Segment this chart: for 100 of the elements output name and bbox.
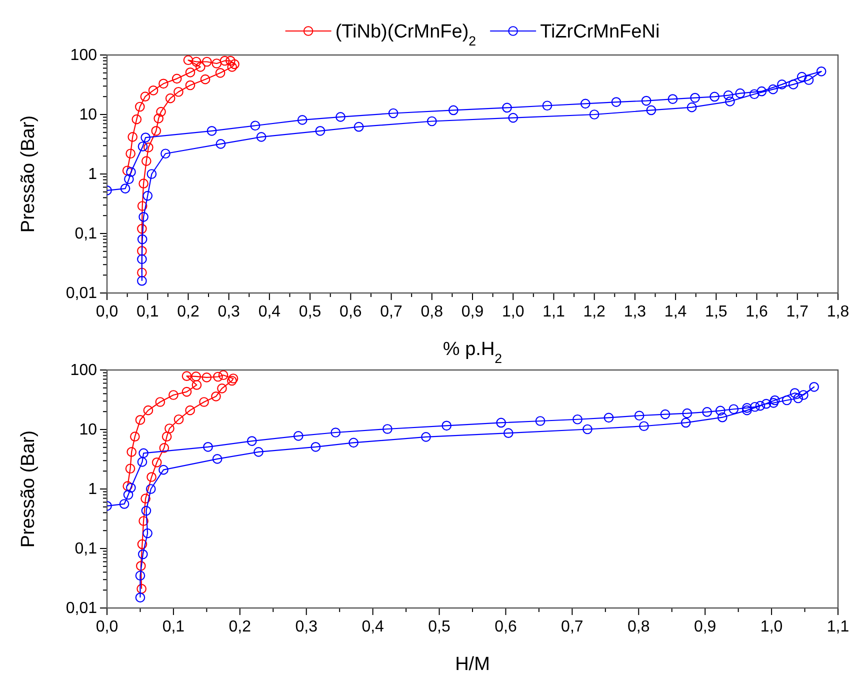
- y-tick-label: 1: [88, 481, 98, 498]
- x-tick-label: 0,1: [136, 303, 159, 320]
- point: [742, 405, 752, 416]
- point: [310, 442, 321, 452]
- x-tick-label: 0,4: [362, 618, 384, 636]
- point: [206, 126, 217, 136]
- point: [122, 166, 132, 176]
- legend-label: (TiNb)(CrMnFe)$_{2}$: [335, 22, 476, 48]
- point: [702, 407, 712, 417]
- point: [710, 92, 720, 102]
- point: [354, 122, 364, 132]
- y-tick-label: 0,01: [66, 285, 98, 302]
- point: [723, 90, 734, 100]
- x-tick-label: 0,8: [420, 303, 444, 320]
- x-tick-label: 1,5: [705, 303, 728, 320]
- point: [297, 115, 308, 125]
- point: [582, 424, 592, 434]
- x-tick-label: 1,1: [826, 618, 850, 636]
- point: [155, 397, 166, 407]
- point: [421, 432, 431, 442]
- point: [128, 132, 138, 142]
- y-tick-label: 0,01: [66, 600, 98, 618]
- x-tick-label: 0,9: [694, 618, 716, 636]
- x-tick-label: 0,3: [295, 618, 318, 636]
- point: [164, 424, 174, 434]
- point: [200, 74, 210, 84]
- point: [680, 418, 691, 428]
- point: [191, 56, 202, 67]
- point: [142, 190, 153, 201]
- point: [137, 224, 147, 234]
- point: [203, 442, 213, 452]
- point: [256, 132, 266, 142]
- point: [191, 372, 201, 382]
- point: [503, 428, 514, 438]
- x-tick-label: 0,7: [380, 303, 402, 320]
- point: [174, 414, 184, 424]
- point: [126, 447, 137, 457]
- point: [315, 126, 326, 136]
- y-tick-label: 100: [70, 362, 98, 380]
- x-tick-label: 0,4: [258, 303, 281, 320]
- point: [749, 89, 760, 100]
- point: [126, 482, 136, 493]
- point: [215, 68, 226, 78]
- point: [761, 398, 772, 409]
- point: [126, 148, 136, 159]
- point: [755, 400, 766, 411]
- y-tick-label: 0,1: [74, 540, 98, 558]
- point: [535, 416, 546, 426]
- point: [141, 156, 152, 166]
- point: [137, 201, 148, 211]
- point: [216, 139, 226, 149]
- point: [146, 472, 156, 482]
- x-tick-label: 1,0: [760, 618, 783, 636]
- point: [668, 94, 678, 104]
- point: [137, 234, 148, 244]
- point: [192, 380, 202, 390]
- point: [138, 142, 148, 152]
- point: [611, 97, 622, 107]
- x-tick-label: 0,0: [96, 618, 118, 636]
- y-axis-title: Pressão (Bar): [18, 430, 39, 548]
- point: [502, 102, 512, 113]
- point: [336, 112, 346, 122]
- point: [735, 88, 746, 98]
- point: [348, 438, 358, 448]
- point: [144, 142, 154, 152]
- point: [138, 178, 148, 188]
- point: [199, 397, 209, 407]
- y-tick-label: 100: [70, 47, 98, 64]
- point: [213, 372, 223, 382]
- point: [686, 102, 697, 112]
- point: [777, 80, 787, 90]
- point: [125, 464, 136, 474]
- point: [246, 436, 257, 446]
- x-tick-label: 0,0: [96, 303, 118, 320]
- point: [126, 167, 136, 177]
- point: [185, 67, 196, 78]
- point: [448, 105, 458, 116]
- y-axis-title: Pressão (Bar): [18, 115, 39, 233]
- point: [217, 384, 227, 394]
- x-tick-label: 0,3: [218, 303, 240, 320]
- point: [330, 428, 341, 438]
- point: [143, 405, 154, 416]
- point: [293, 431, 304, 441]
- point: [182, 371, 192, 382]
- point: [134, 102, 145, 112]
- point: [140, 132, 150, 142]
- point: [120, 184, 130, 194]
- x-tick-label: 0,2: [177, 303, 200, 320]
- point: [725, 96, 735, 106]
- point: [756, 86, 767, 96]
- point: [160, 148, 170, 159]
- x-tick-label: 0,2: [228, 618, 252, 636]
- point: [809, 382, 819, 392]
- y-tick-label: 0,1: [74, 226, 98, 243]
- point: [228, 374, 238, 384]
- x-tick-label: 0,9: [461, 303, 484, 320]
- point: [135, 570, 146, 581]
- x-tick-label: 0,5: [428, 618, 450, 636]
- point: [119, 499, 130, 509]
- point: [174, 86, 184, 97]
